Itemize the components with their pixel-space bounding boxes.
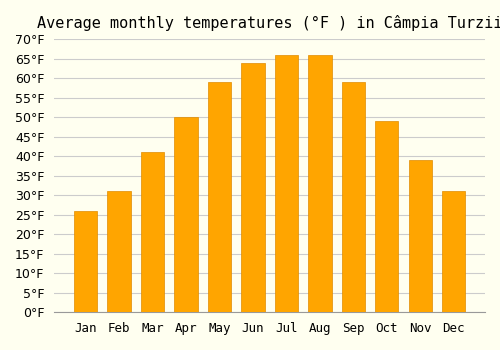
Bar: [241, 63, 264, 312]
Bar: [442, 191, 466, 312]
Bar: [140, 152, 164, 312]
Bar: [274, 55, 298, 312]
Bar: [208, 82, 231, 312]
Bar: [408, 160, 432, 312]
Bar: [174, 117, 198, 312]
Title: Average monthly temperatures (°F ) in Câmpia Turzii: Average monthly temperatures (°F ) in Câ…: [37, 15, 500, 31]
Bar: [375, 121, 398, 312]
Bar: [108, 191, 130, 312]
Bar: [308, 55, 332, 312]
Bar: [342, 82, 365, 312]
Bar: [74, 211, 97, 312]
